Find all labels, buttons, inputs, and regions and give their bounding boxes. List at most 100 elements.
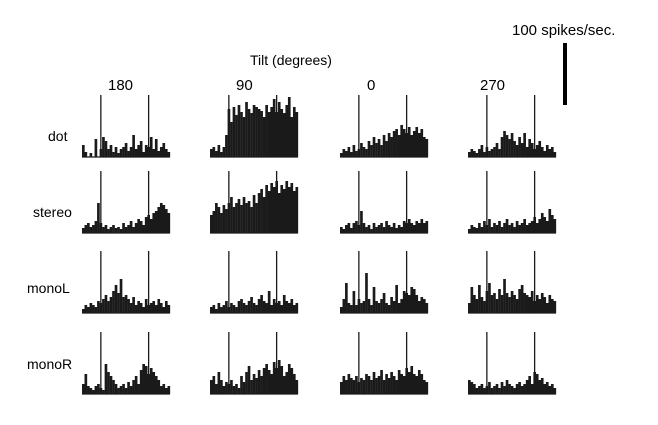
- histogram-bar: [149, 137, 153, 157]
- histogram-stereo-0: [340, 171, 429, 234]
- histogram-bar: [102, 390, 105, 394]
- histogram-bar: [152, 213, 156, 233]
- histogram-bar: [292, 107, 296, 157]
- histogram-bar: [154, 376, 158, 394]
- histogram-bar: [267, 191, 271, 233]
- histogram-bar: [132, 135, 135, 157]
- histogram-bar: [139, 370, 143, 394]
- histogram-bar: [290, 117, 294, 157]
- histogram-bar: [468, 303, 471, 313]
- histogram-bar: [247, 301, 251, 313]
- histogram-bar: [478, 149, 481, 157]
- histogram-bar: [112, 380, 115, 394]
- histogram-bar: [478, 386, 481, 394]
- histogram-bar: [385, 221, 388, 233]
- histogram-bar: [377, 376, 381, 394]
- histogram-bar: [94, 139, 98, 157]
- histogram-bar: [235, 203, 238, 233]
- histogram-bar: [495, 299, 499, 313]
- histogram-bar: [167, 152, 171, 157]
- histogram-bar: [480, 297, 484, 313]
- histogram-bar: [410, 366, 414, 394]
- column-label-180: 180: [108, 77, 134, 94]
- histogram-bar: [265, 303, 268, 313]
- histogram-bar: [117, 227, 120, 233]
- histogram-bar: [417, 223, 421, 233]
- histogram-bar: [483, 221, 486, 233]
- histogram-monoR-180: [82, 332, 171, 395]
- histogram-bar: [252, 374, 256, 394]
- histogram-bar: [365, 149, 368, 157]
- histogram-bar: [127, 225, 130, 233]
- histogram-bar: [217, 372, 221, 394]
- histogram-bar: [500, 382, 504, 394]
- histogram-bar: [528, 223, 531, 233]
- histogram-bar: [82, 145, 85, 157]
- histogram-bar: [104, 225, 108, 233]
- histogram-bar: [503, 279, 506, 313]
- histogram-bar: [260, 111, 263, 157]
- histogram-bar: [350, 152, 353, 157]
- histogram-bar: [210, 215, 213, 233]
- histogram-bar: [370, 145, 373, 157]
- histogram-bar: [237, 388, 241, 394]
- histogram-bar: [503, 223, 506, 233]
- histogram-bar: [167, 386, 171, 394]
- histogram-bar: [397, 135, 401, 157]
- histogram-bar: [520, 285, 524, 313]
- histogram-bar: [134, 376, 138, 394]
- histogram-bar: [488, 151, 491, 157]
- histogram-bar: [355, 376, 358, 394]
- histogram-bar: [392, 301, 396, 313]
- histogram-bar: [530, 384, 534, 394]
- histogram-bar: [540, 293, 544, 313]
- histogram-bar: [139, 141, 143, 157]
- histogram-bar: [395, 380, 398, 394]
- histogram-bar: [282, 113, 286, 157]
- histogram-bar: [217, 303, 221, 313]
- histogram-bar: [415, 376, 419, 394]
- histogram-bar: [518, 382, 521, 394]
- histogram-bar: [270, 305, 273, 313]
- histogram-bar: [285, 372, 289, 394]
- histogram-stereo-90: [210, 171, 299, 234]
- histogram-bar: [488, 283, 491, 313]
- histogram-bar: [129, 221, 133, 233]
- histogram-bar: [252, 195, 256, 233]
- histogram-bar: [370, 380, 373, 394]
- histogram-bar: [212, 147, 216, 157]
- histogram-bar: [82, 384, 85, 394]
- histogram-bar: [235, 115, 238, 157]
- histogram-bar: [230, 197, 233, 233]
- histogram-bar: [287, 187, 291, 233]
- histogram-bar: [490, 388, 494, 394]
- histogram-bar: [417, 133, 421, 157]
- histogram-bar: [345, 225, 348, 233]
- histogram-bar: [473, 295, 476, 313]
- histogram-bar: [372, 137, 376, 157]
- histogram-bar: [109, 297, 113, 313]
- histogram-bar: [167, 213, 171, 233]
- histogram-bar: [225, 135, 228, 157]
- histogram-bar: [282, 376, 286, 394]
- histogram-bar: [124, 143, 128, 157]
- histogram-bar: [412, 374, 416, 394]
- histogram-bar: [159, 203, 163, 233]
- histogram-bar: [142, 152, 145, 157]
- histogram-bar: [402, 376, 406, 394]
- histogram-stereo-270: [468, 171, 557, 234]
- histogram-bar: [245, 305, 248, 313]
- histogram-bar: [367, 299, 371, 313]
- histogram-bar: [262, 368, 266, 394]
- histogram-bar: [119, 279, 123, 313]
- histogram-bar: [107, 301, 110, 313]
- histogram-bar: [540, 378, 544, 394]
- histogram-bar: [107, 229, 110, 233]
- histogram-bar: [498, 149, 501, 157]
- histogram-bar: [225, 209, 228, 233]
- histogram-bar: [347, 303, 351, 313]
- histogram-bar: [550, 384, 554, 394]
- histogram-bar: [355, 221, 358, 233]
- histogram-bar: [222, 386, 226, 394]
- histogram-monoL-90: [210, 251, 299, 314]
